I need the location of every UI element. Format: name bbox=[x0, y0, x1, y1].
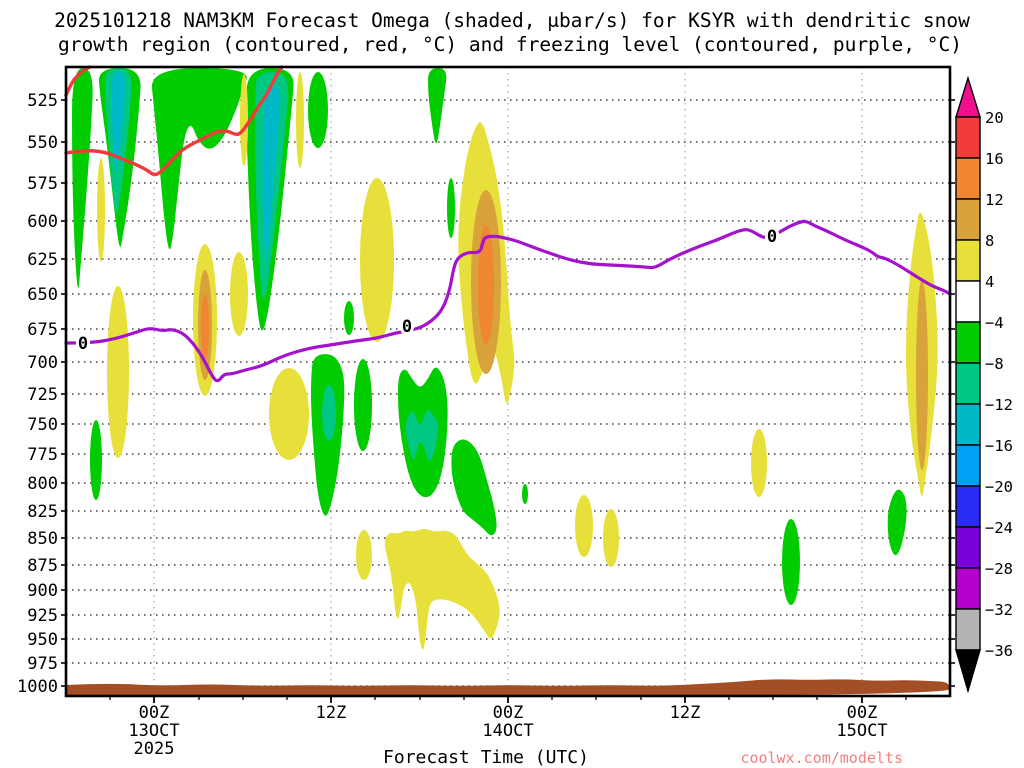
svg-text:2025: 2025 bbox=[134, 739, 175, 759]
svg-text:625: 625 bbox=[27, 250, 58, 270]
svg-text:975: 975 bbox=[27, 654, 58, 674]
svg-text:12Z: 12Z bbox=[316, 703, 347, 723]
chart-title-line2: growth region (contoured, red, °C) and f… bbox=[58, 33, 962, 56]
watermark: coolwx.com/modelts bbox=[740, 749, 903, 767]
svg-text:950: 950 bbox=[27, 630, 58, 650]
svg-text:−24: −24 bbox=[985, 519, 1013, 537]
x-axis-title: Forecast Time (UTC) bbox=[383, 747, 589, 768]
svg-text:−8: −8 bbox=[985, 355, 1004, 373]
svg-text:575: 575 bbox=[27, 174, 58, 194]
svg-text:00Z: 00Z bbox=[139, 703, 170, 723]
svg-text:0: 0 bbox=[78, 334, 88, 354]
chart-title-line1: 2025101218 NAM3KM Forecast Omega (shaded… bbox=[54, 9, 970, 32]
svg-text:−28: −28 bbox=[985, 560, 1013, 578]
svg-text:925: 925 bbox=[27, 606, 58, 626]
svg-text:725: 725 bbox=[27, 385, 58, 405]
svg-text:900: 900 bbox=[27, 581, 58, 601]
svg-text:850: 850 bbox=[27, 529, 58, 549]
svg-text:−32: −32 bbox=[985, 601, 1013, 619]
svg-text:700: 700 bbox=[27, 353, 58, 373]
svg-text:675: 675 bbox=[27, 320, 58, 340]
svg-text:00Z: 00Z bbox=[847, 703, 878, 723]
svg-text:16: 16 bbox=[985, 150, 1004, 168]
svg-text:800: 800 bbox=[27, 474, 58, 494]
omega-shading bbox=[72, 68, 938, 650]
svg-text:600: 600 bbox=[27, 212, 58, 232]
svg-text:−20: −20 bbox=[985, 478, 1013, 496]
svg-text:1000: 1000 bbox=[17, 677, 58, 697]
svg-text:20: 20 bbox=[985, 109, 1004, 127]
svg-text:875: 875 bbox=[27, 556, 58, 576]
svg-text:750: 750 bbox=[27, 415, 58, 435]
svg-text:15OCT: 15OCT bbox=[836, 721, 887, 741]
svg-text:−4: −4 bbox=[985, 314, 1004, 332]
svg-text:13OCT: 13OCT bbox=[128, 721, 179, 741]
axes-frame bbox=[61, 65, 955, 703]
svg-text:00Z: 00Z bbox=[493, 703, 524, 723]
svg-text:12: 12 bbox=[985, 191, 1004, 209]
svg-text:−36: −36 bbox=[985, 642, 1013, 660]
svg-text:12Z: 12Z bbox=[670, 703, 701, 723]
tick-labels: 525 550 575 600 625 650 675 700 725 750 775 800 825 8… bbox=[17, 91, 888, 759]
svg-text:0: 0 bbox=[767, 227, 777, 247]
svg-text:−12: −12 bbox=[985, 396, 1013, 414]
svg-text:525: 525 bbox=[27, 91, 58, 111]
svg-text:650: 650 bbox=[27, 285, 58, 305]
svg-text:550: 550 bbox=[27, 133, 58, 153]
terrain bbox=[66, 679, 950, 696]
svg-text:8: 8 bbox=[985, 232, 994, 250]
svg-text:−16: −16 bbox=[985, 437, 1013, 455]
svg-text:14OCT: 14OCT bbox=[482, 721, 533, 741]
colorbar: 20 16 12 8 4 −4 −8 −12 −16 −20 −24 −28 −32 −36 bbox=[955, 75, 1013, 694]
svg-text:775: 775 bbox=[27, 445, 58, 465]
svg-text:4: 4 bbox=[985, 273, 994, 291]
svg-text:825: 825 bbox=[27, 502, 58, 522]
svg-text:0: 0 bbox=[402, 317, 412, 337]
contour-lines: 0 0 0 bbox=[64, 65, 952, 383]
